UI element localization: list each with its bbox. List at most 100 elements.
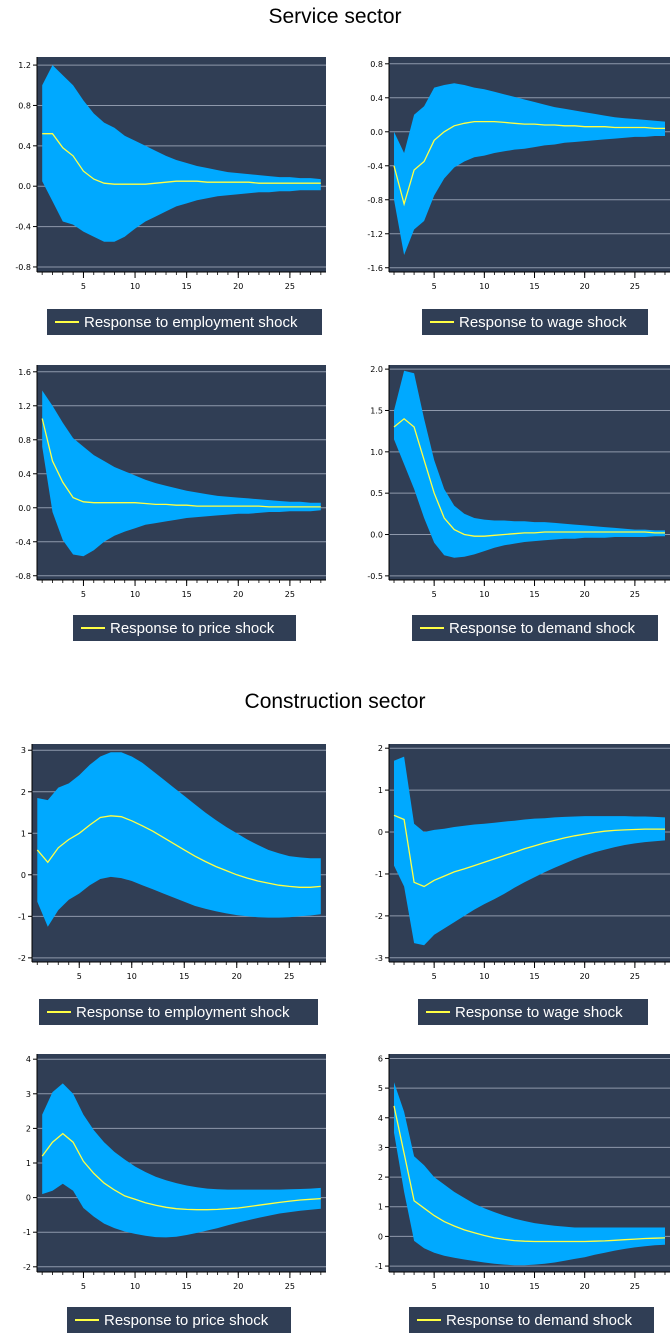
y-tick-label: -1	[18, 912, 26, 921]
response-line	[393, 417, 665, 537]
legend-label: Response to price shock	[110, 620, 275, 637]
y-tick-label: -0.5	[367, 572, 383, 581]
y-tick-label: 1	[21, 829, 26, 838]
y-tick-label: 0.5	[370, 489, 383, 498]
x-tick-label: 10	[130, 1282, 140, 1291]
x-tick-label: 15	[182, 282, 192, 291]
y-tick-label: -1	[375, 1262, 383, 1271]
y-tick-label: -0.8	[15, 263, 31, 272]
response-line	[41, 418, 321, 508]
y-tick-label: -1	[375, 870, 383, 879]
x-tick-label: 25	[284, 972, 294, 981]
y-tick-label: 2	[26, 1124, 31, 1133]
legend-label: Response to wage shock	[455, 1004, 623, 1021]
y-tick-label: -1.2	[367, 230, 383, 239]
response-line	[42, 133, 321, 185]
y-tick-label: 4	[378, 1114, 383, 1123]
y-tick-label: -0.4	[15, 223, 31, 232]
y-tick-label: -0.8	[15, 572, 31, 581]
y-tick-label: 1.0	[370, 448, 383, 457]
legend-label: Response to price shock	[104, 1312, 269, 1329]
y-tick-label: 1	[26, 1159, 31, 1168]
y-tick-label: -0.4	[367, 162, 383, 171]
x-tick-label: 20	[580, 282, 590, 291]
x-tick-label: 10	[479, 972, 489, 981]
x-tick-label: 15	[182, 590, 192, 599]
x-tick-label: 10	[130, 590, 140, 599]
y-tick-label: 1.2	[18, 402, 31, 411]
y-tick-label: 2	[378, 744, 383, 753]
confidence-band	[394, 756, 665, 946]
legend-label: Response to employment shock	[84, 314, 298, 331]
legend: Response to wage shock	[422, 309, 648, 335]
x-tick-label: 5	[432, 1282, 437, 1291]
x-tick-label: 25	[630, 282, 640, 291]
x-tick-label: 20	[580, 1282, 590, 1291]
y-tick-label: 6	[378, 1054, 383, 1063]
x-tick-label: 10	[479, 590, 489, 599]
y-tick-label: 0	[21, 871, 26, 880]
x-tick-label: 15	[529, 590, 539, 599]
legend-label: Response to wage shock	[459, 314, 627, 331]
y-tick-label: 0.0	[370, 531, 383, 540]
legend: Response to employment shock	[47, 309, 322, 335]
y-tick-label: 0.8	[18, 436, 31, 445]
y-tick-label: -1.6	[367, 264, 383, 273]
response-line	[393, 120, 665, 207]
x-tick-label: 20	[233, 590, 243, 599]
y-tick-label: 2.0	[370, 365, 383, 374]
chart-8: -1 0 1 2 3 4 5 6 5 10 15 20 25 Response to demand sho…	[375, 1054, 670, 1333]
sector-title-service: Service sector	[268, 5, 402, 28]
x-tick-label: 15	[529, 282, 539, 291]
x-tick-label: 25	[285, 1282, 295, 1291]
y-tick-label: 1.2	[18, 61, 31, 70]
y-tick-label: 0.0	[370, 128, 383, 137]
y-tick-label: 3	[21, 746, 26, 755]
y-tick-label: 1	[378, 786, 383, 795]
x-tick-label: 25	[285, 282, 295, 291]
x-tick-label: 20	[232, 972, 242, 981]
legend-label: Response to demand shock	[449, 620, 635, 637]
legend-box	[47, 309, 322, 335]
legend: Response to demand shock	[412, 615, 658, 641]
sector-title-construction: Construction sector	[244, 690, 426, 713]
x-tick-label: 5	[81, 282, 86, 291]
y-tick-label: 0.0	[18, 182, 31, 191]
y-tick-label: 2	[21, 788, 26, 797]
y-tick-label: -2	[23, 1263, 31, 1272]
x-tick-label: 15	[182, 1282, 192, 1291]
x-tick-label: 10	[479, 1282, 489, 1291]
y-tick-label: 0.0	[18, 504, 31, 513]
y-tick-label: -0.4	[15, 538, 31, 547]
response-line	[393, 814, 665, 888]
legend-box	[39, 999, 318, 1025]
response-line	[36, 815, 321, 888]
x-tick-label: 5	[77, 972, 82, 981]
legend-box	[67, 1307, 291, 1333]
x-tick-label: 25	[630, 1282, 640, 1291]
x-tick-label: 10	[127, 972, 137, 981]
legend-box	[409, 1307, 654, 1333]
y-tick-label: 0	[378, 828, 383, 837]
x-tick-label: 20	[580, 972, 590, 981]
legend-box	[418, 999, 648, 1025]
y-tick-label: 0	[378, 1232, 383, 1241]
y-tick-label: 0	[26, 1194, 31, 1203]
y-tick-label: -0.8	[367, 196, 383, 205]
y-tick-label: 5	[378, 1084, 383, 1093]
legend: Response to demand shock	[409, 1307, 654, 1333]
x-tick-label: 20	[580, 590, 590, 599]
legend-label: Response to employment shock	[76, 1004, 290, 1021]
x-tick-label: 25	[630, 590, 640, 599]
x-tick-label: 5	[81, 1282, 86, 1291]
x-tick-label: 25	[630, 972, 640, 981]
y-tick-label: -3	[375, 954, 383, 963]
y-tick-label: -2	[18, 954, 26, 963]
x-tick-label: 20	[233, 1282, 243, 1291]
y-tick-label: 0.4	[18, 142, 31, 151]
y-tick-label: 4	[26, 1055, 31, 1064]
y-tick-label: 0.8	[18, 101, 31, 110]
x-tick-label: 5	[81, 590, 86, 599]
